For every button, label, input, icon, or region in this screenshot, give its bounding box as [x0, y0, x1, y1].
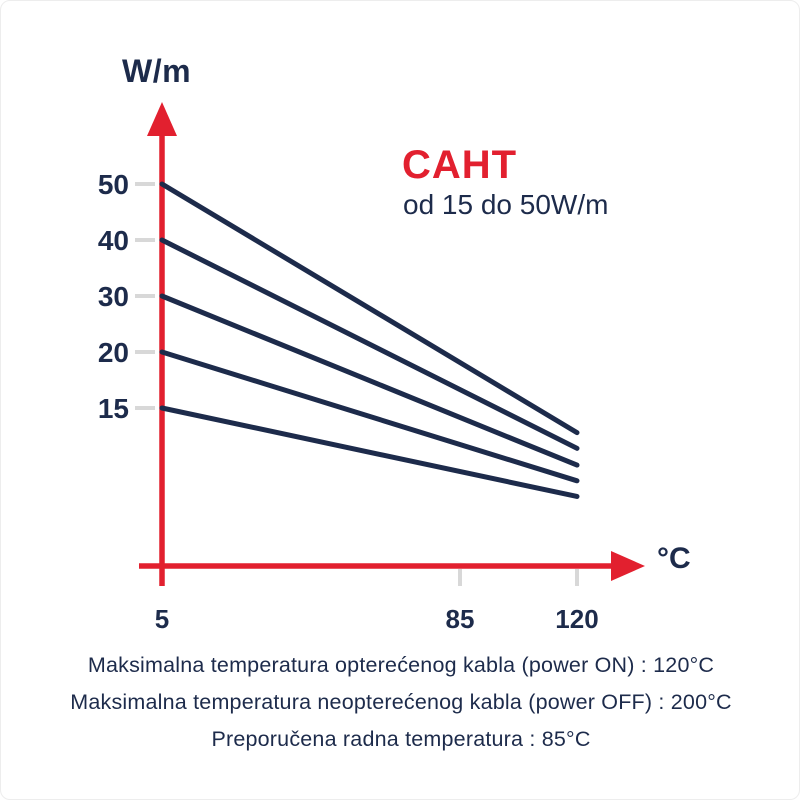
tick-labels-layer: 50 40 30 20 15 5 85 120: [98, 169, 599, 634]
chart-svg: 50 40 30 20 15 5 85 120: [98, 102, 645, 634]
series-line-50-w/m-cable: [159, 181, 580, 436]
chart-title: CAHT: [402, 143, 518, 187]
series-layer: [159, 181, 580, 499]
series-line-30-w/m-cable: [159, 293, 580, 468]
y-axis: [147, 102, 177, 586]
series-line-40-w/m-cable: [159, 237, 580, 451]
y-axis-arrow-icon: [147, 102, 177, 136]
y-axis-unit-label: W/m: [122, 53, 192, 89]
x-tick-label: 120: [555, 604, 598, 634]
ticks-layer: [135, 182, 579, 586]
series-line-20-w/m-cable: [159, 349, 580, 484]
y-tick-label: 20: [98, 337, 129, 368]
chart-subtitle: od 15 do 50W/m: [403, 189, 609, 220]
x-tick-label: 85: [446, 604, 475, 634]
notes-block: Maksimalna temperatura opterećenog kabla…: [1, 647, 799, 758]
x-tick-label: 5: [155, 604, 169, 634]
x-axis-unit-label: °C: [657, 542, 691, 575]
y-tick-label: 40: [98, 225, 129, 256]
note-max-temp-power-on: Maksimalna temperatura opterećenog kabla…: [87, 653, 715, 677]
series-line-15-w/m-cable: [159, 405, 580, 499]
y-tick-label: 30: [98, 281, 129, 312]
x-axis-arrow-icon: [611, 551, 645, 581]
note-max-temp-power-off: Maksimalna temperatura neopterećenog kab…: [70, 690, 732, 714]
y-tick-label: 50: [98, 169, 129, 200]
note-recommended-temp: Preporučena radna temperatura : 85°C: [211, 727, 591, 751]
y-tick-label: 15: [98, 393, 129, 424]
x-axis: [139, 551, 645, 581]
